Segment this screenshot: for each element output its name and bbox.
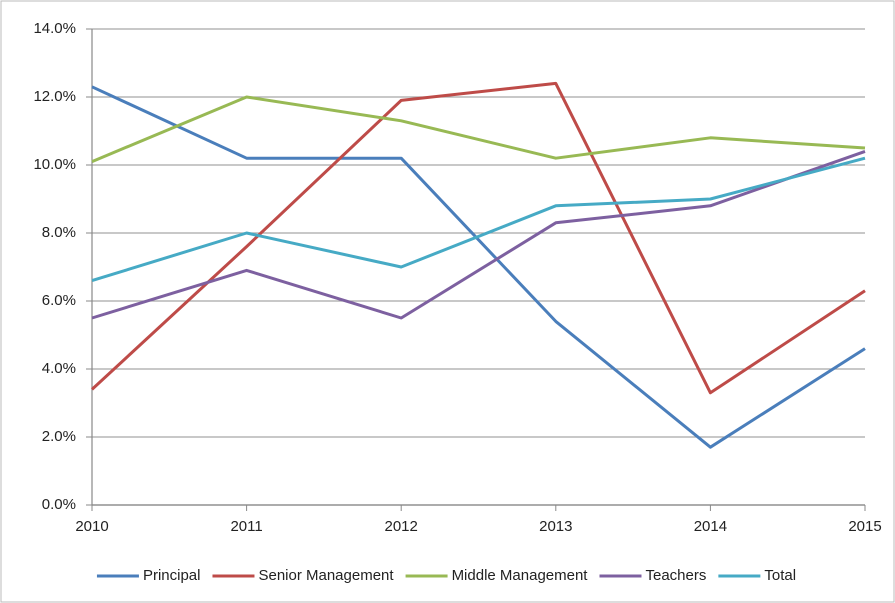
x-tick-label: 2010 — [75, 518, 108, 535]
x-tick-label: 2012 — [385, 518, 418, 535]
y-tick-label: 14.0% — [33, 20, 76, 37]
y-tick-label: 0.0% — [42, 496, 76, 513]
y-tick-label: 4.0% — [42, 360, 76, 377]
x-tick-label: 2014 — [694, 518, 727, 535]
x-tick-label: 2015 — [848, 518, 881, 535]
y-tick-label: 12.0% — [33, 88, 76, 105]
legend-label: Teachers — [645, 567, 706, 584]
legend-label: Middle Management — [452, 567, 589, 584]
series-line — [91, 95, 866, 163]
series-line — [91, 85, 866, 449]
legend-label: Senior Management — [258, 567, 394, 584]
x-tick-label: 2011 — [230, 518, 262, 535]
y-tick-label: 6.0% — [42, 292, 76, 309]
x-tick-label: 2013 — [539, 518, 572, 535]
y-tick-label: 8.0% — [42, 224, 76, 241]
y-tick-label: 10.0% — [33, 156, 76, 173]
legend-label: Total — [764, 567, 796, 584]
series-line — [91, 149, 866, 320]
series-line — [90, 81, 866, 395]
y-tick-label: 2.0% — [42, 428, 76, 445]
legend-label: Principal — [143, 567, 201, 584]
series-line — [91, 156, 866, 283]
